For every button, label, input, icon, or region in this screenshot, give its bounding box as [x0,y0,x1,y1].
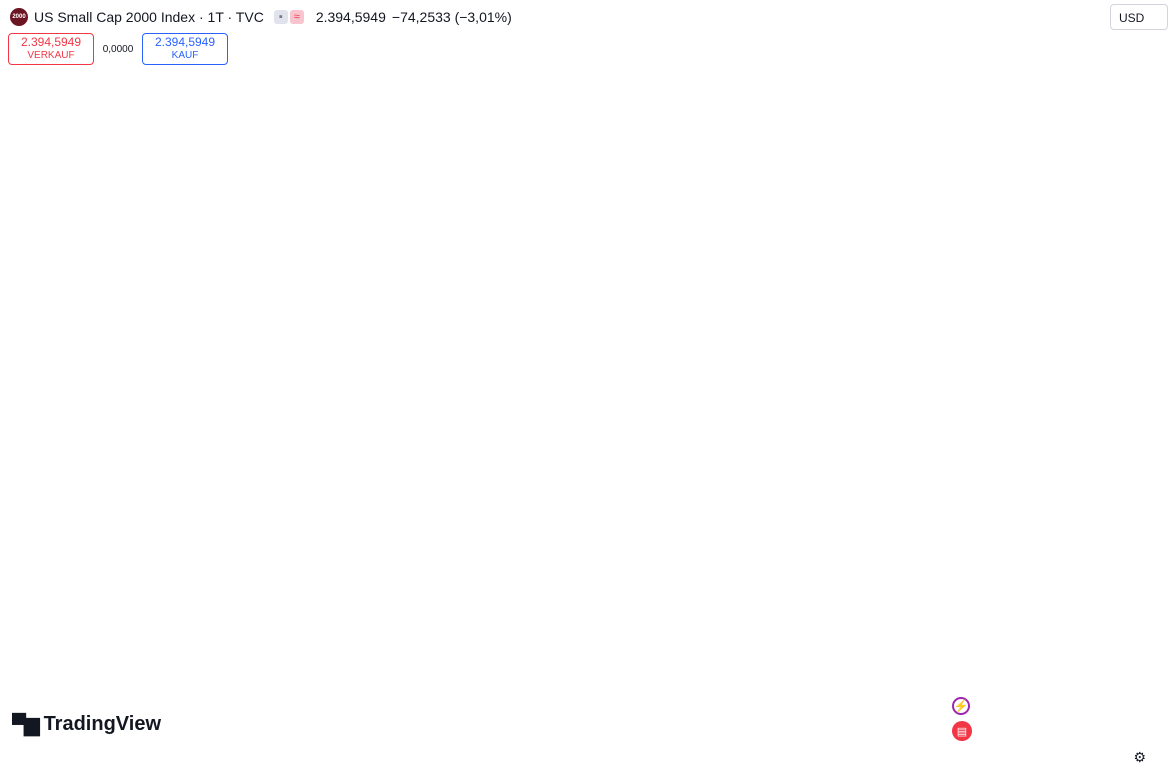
x-tick-label: 2026 [975,753,999,765]
buy-label: KAUF [171,50,199,61]
y-tick-label: 1.680,0000 [1112,331,1167,343]
x-tick-label: 2024 [720,753,745,765]
chart-header: 2000 US Small Cap 2000 Index · 1T · TVC … [0,0,1104,34]
y-tick-label: 1.210,0000 [1112,557,1167,569]
y-tick-label: 2.300,0000 [1112,114,1167,126]
header-icons: ▪ ≈ [273,10,306,24]
projection-path [959,55,1052,348]
trend-line [796,52,1078,79]
projection-path [959,55,1052,217]
market-closed-icon[interactable]: ▪ [273,10,288,24]
x-tick-label: Jul [280,753,294,765]
symbol-title[interactable]: US Small Cap 2000 Index · 1T · TVC [34,9,264,25]
lightning-icon[interactable]: ⚡ [952,697,970,715]
x-tick-label: 2019 [84,753,108,765]
y-tick-label: 1.525,0000 [1112,397,1167,409]
x-tick-label: 2020 [211,753,235,765]
currency-select[interactable]: USD [1110,4,1168,30]
x-tick-label: Jul [534,753,548,765]
data-problem-icon[interactable]: ≈ [289,10,304,24]
x-tick-label: Jul [916,753,930,765]
x-tick-label: Jul [1044,753,1058,765]
x-tick-label: Jul [789,753,803,765]
y-tick-label: 1.150,0000 [1112,592,1167,604]
y-tick-label: 1.760,0000 [1112,298,1167,310]
level-price-tag [1105,269,1171,286]
level-price-tag [1105,339,1171,356]
y-tick-label: 1.390,0000 [1112,461,1167,473]
sell-price: 2.394,5949 [20,35,82,49]
y-tick-label: 1.050,0000 [1112,655,1167,667]
x-tick-label: 2025 [848,753,872,765]
level-price-label: 1.651,3972 [1112,342,1167,354]
symbol-tag [1077,82,1103,99]
x-tick-label: Jul [152,753,166,765]
y-tick-label: 1.270,0000 [1112,524,1167,536]
y-tick-label: 2.400,0000 [1112,84,1167,96]
x-tick-label: 2021 [339,753,363,765]
symbol-tag-label: RUT [1079,86,1102,98]
projection-path [959,55,1052,279]
sell-label: VERKAUF [27,50,75,61]
y-tick-label: 1.600,0000 [1112,364,1167,376]
last-price: 2.394,5949 [315,9,386,25]
buy-price: 2.394,5949 [154,35,216,49]
y-tick-label: 2.200,0000 [1112,144,1167,156]
settings-gear-icon[interactable]: ⚙ [1133,749,1146,765]
y-tick-label: 2.100,0000 [1112,176,1167,188]
current-price-tag [1105,82,1171,99]
level-price-tag [1105,206,1171,223]
drawdown-annotation: -26,9% [1008,281,1052,297]
brand-name: TradingView [43,713,162,735]
symbol-logo-icon: 2000 [10,8,28,26]
x-tick-label: Jul [407,753,421,765]
spread-value: 0,0000 [102,43,134,55]
y-tick-label: 1.330,0000 [1112,492,1167,504]
y-tick-label: 1.005,0000 [1112,685,1167,697]
level-price-label: 2.002,0111 [1113,209,1167,221]
y-tick-label: 962,5000 [1121,715,1167,727]
sell-button[interactable]: 2.394,5949 VERKAUF [8,33,94,65]
level-price-label: 2.442,0423 [1112,72,1167,84]
y-tick-label: 1.100,0000 [1112,623,1167,635]
x-tick-label: 2022 [466,753,490,765]
drawdown-annotation: -19,5% [1013,221,1057,237]
tradingview-logo-icon: ▀▆ [12,714,40,736]
drawdown-annotation: -33,8% [1007,350,1051,366]
trade-panel: 2.394,5949 VERKAUF 0,0000 2.394,5949 KAU… [8,33,228,65]
x-tick-label: Jul [25,753,39,765]
y-tick-label: 1.450,0000 [1112,432,1167,444]
level-price-label: 1.826,1846 [1112,273,1167,285]
y-tick-label: 2.500,0000 [1112,56,1167,68]
price-change: −74,2533 (−3,01%) [391,9,512,25]
buy-button[interactable]: 2.394,5949 KAUF [142,33,228,65]
x-tick-label: 2023 [593,753,617,765]
current-price-label: 2.394,5949 [1112,86,1167,98]
level-price-tag [1105,69,1171,86]
tradingview-logo[interactable]: ▀▆ TradingView [12,712,161,737]
x-tick-label: Jul [661,753,675,765]
price-series-line [9,64,969,701]
y-tick-label: 1.920,0000 [1112,238,1167,250]
trend-line [708,246,1104,353]
us-flag-icon[interactable]: ▤ [952,721,972,741]
